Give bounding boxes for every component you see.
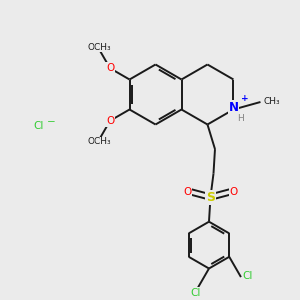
Text: Cl: Cl [34,121,44,131]
Text: N: N [229,100,238,114]
Text: O: O [106,63,114,73]
Text: OCH₃: OCH₃ [88,43,111,52]
Text: +: + [241,94,249,103]
Text: O: O [230,187,238,197]
Text: Cl: Cl [190,288,201,298]
Text: OCH₃: OCH₃ [88,137,111,146]
Text: O: O [106,116,114,126]
Text: O: O [183,187,191,197]
Text: Cl: Cl [242,271,253,281]
Text: S: S [206,190,215,204]
Text: −: − [47,116,56,127]
Text: H: H [237,114,243,123]
Text: CH₃: CH₃ [263,98,280,106]
